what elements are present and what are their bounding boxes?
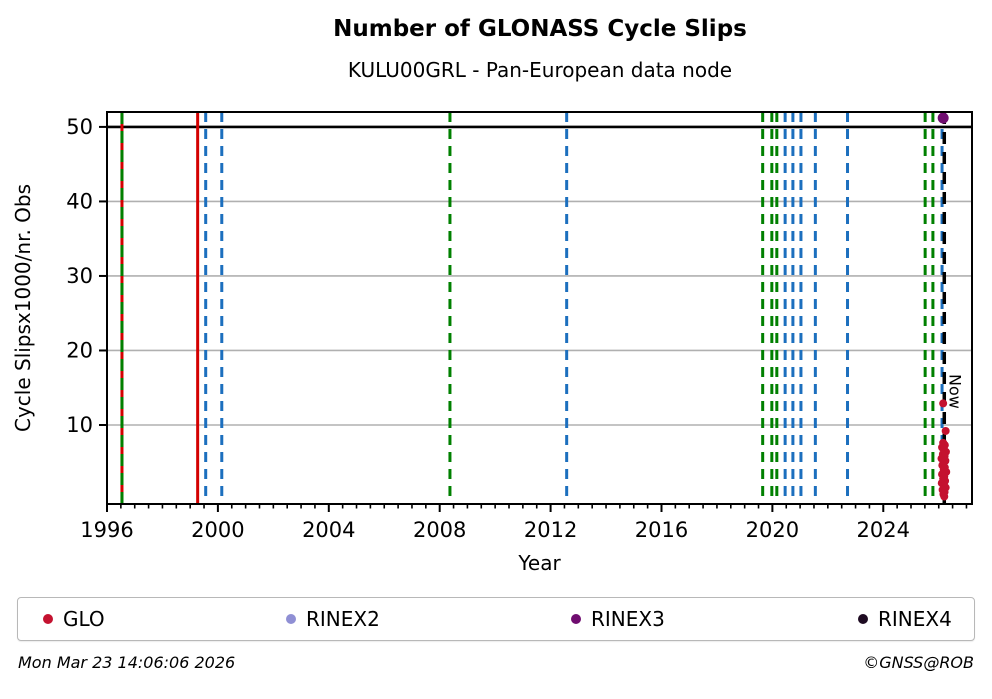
legend-item-rinex4: RINEX4	[858, 598, 952, 640]
y-axis-label: Cycle Slipsx1000/nr. Obs	[11, 184, 35, 432]
data-point-glo	[940, 492, 949, 501]
data-point-glo	[941, 426, 950, 435]
x-axis-label: Year	[517, 551, 561, 575]
rinex3-marker-icon	[571, 614, 581, 624]
data-point-glo	[939, 399, 948, 408]
credit-text: ©GNSS@ROB	[863, 653, 974, 672]
rinex2-marker-icon	[286, 614, 296, 624]
y-tick-label: 30	[66, 264, 93, 288]
legend-item-rinex3: RINEX3	[571, 598, 665, 640]
x-tick-label: 2020	[746, 518, 799, 542]
x-tick-label: 2008	[413, 518, 466, 542]
x-tick-label: 1996	[80, 518, 133, 542]
glo-marker-icon	[43, 614, 53, 624]
chart-subtitle: KULU00GRL - Pan-European data node	[347, 58, 733, 82]
x-tick-label: 2024	[857, 518, 910, 542]
y-tick-label: 50	[66, 115, 93, 139]
x-tick-label: 2016	[635, 518, 688, 542]
y-tick-label: 40	[66, 189, 93, 213]
y-tick-label: 20	[66, 338, 93, 362]
now-label: Now	[945, 374, 964, 409]
legend-item-rinex2: RINEX2	[286, 598, 380, 640]
y-tick-label: 10	[66, 413, 93, 437]
plot-area: Now 1996 2000 2004 2008 2012 2016 2020 2024 10 20 3…	[11, 111, 973, 575]
chart-canvas: Now 1996 2000 2004 2008 2012 2016 2020 2024 10 20 3…	[11, 111, 973, 575]
legend-label-rinex4: RINEX4	[878, 607, 952, 631]
x-tick-label: 2004	[302, 518, 355, 542]
plot-timestamp: Mon Mar 23 14:06:06 2026	[18, 653, 236, 672]
legend-label-glo: GLO	[63, 607, 105, 631]
legend-label-rinex2: RINEX2	[306, 607, 380, 631]
chart-title: Number of GLONASS Cycle Slips	[333, 16, 747, 42]
legend-label-rinex3: RINEX3	[591, 607, 665, 631]
x-tick-label: 2012	[524, 518, 577, 542]
rinex4-marker-icon	[858, 614, 868, 624]
legend-item-glo: GLO	[43, 598, 105, 640]
legend: GLO RINEX2 RINEX3 RINEX4	[17, 597, 975, 641]
x-tick-label: 2000	[191, 518, 244, 542]
plot-border	[106, 111, 973, 505]
data-point-rinex3	[937, 112, 949, 124]
